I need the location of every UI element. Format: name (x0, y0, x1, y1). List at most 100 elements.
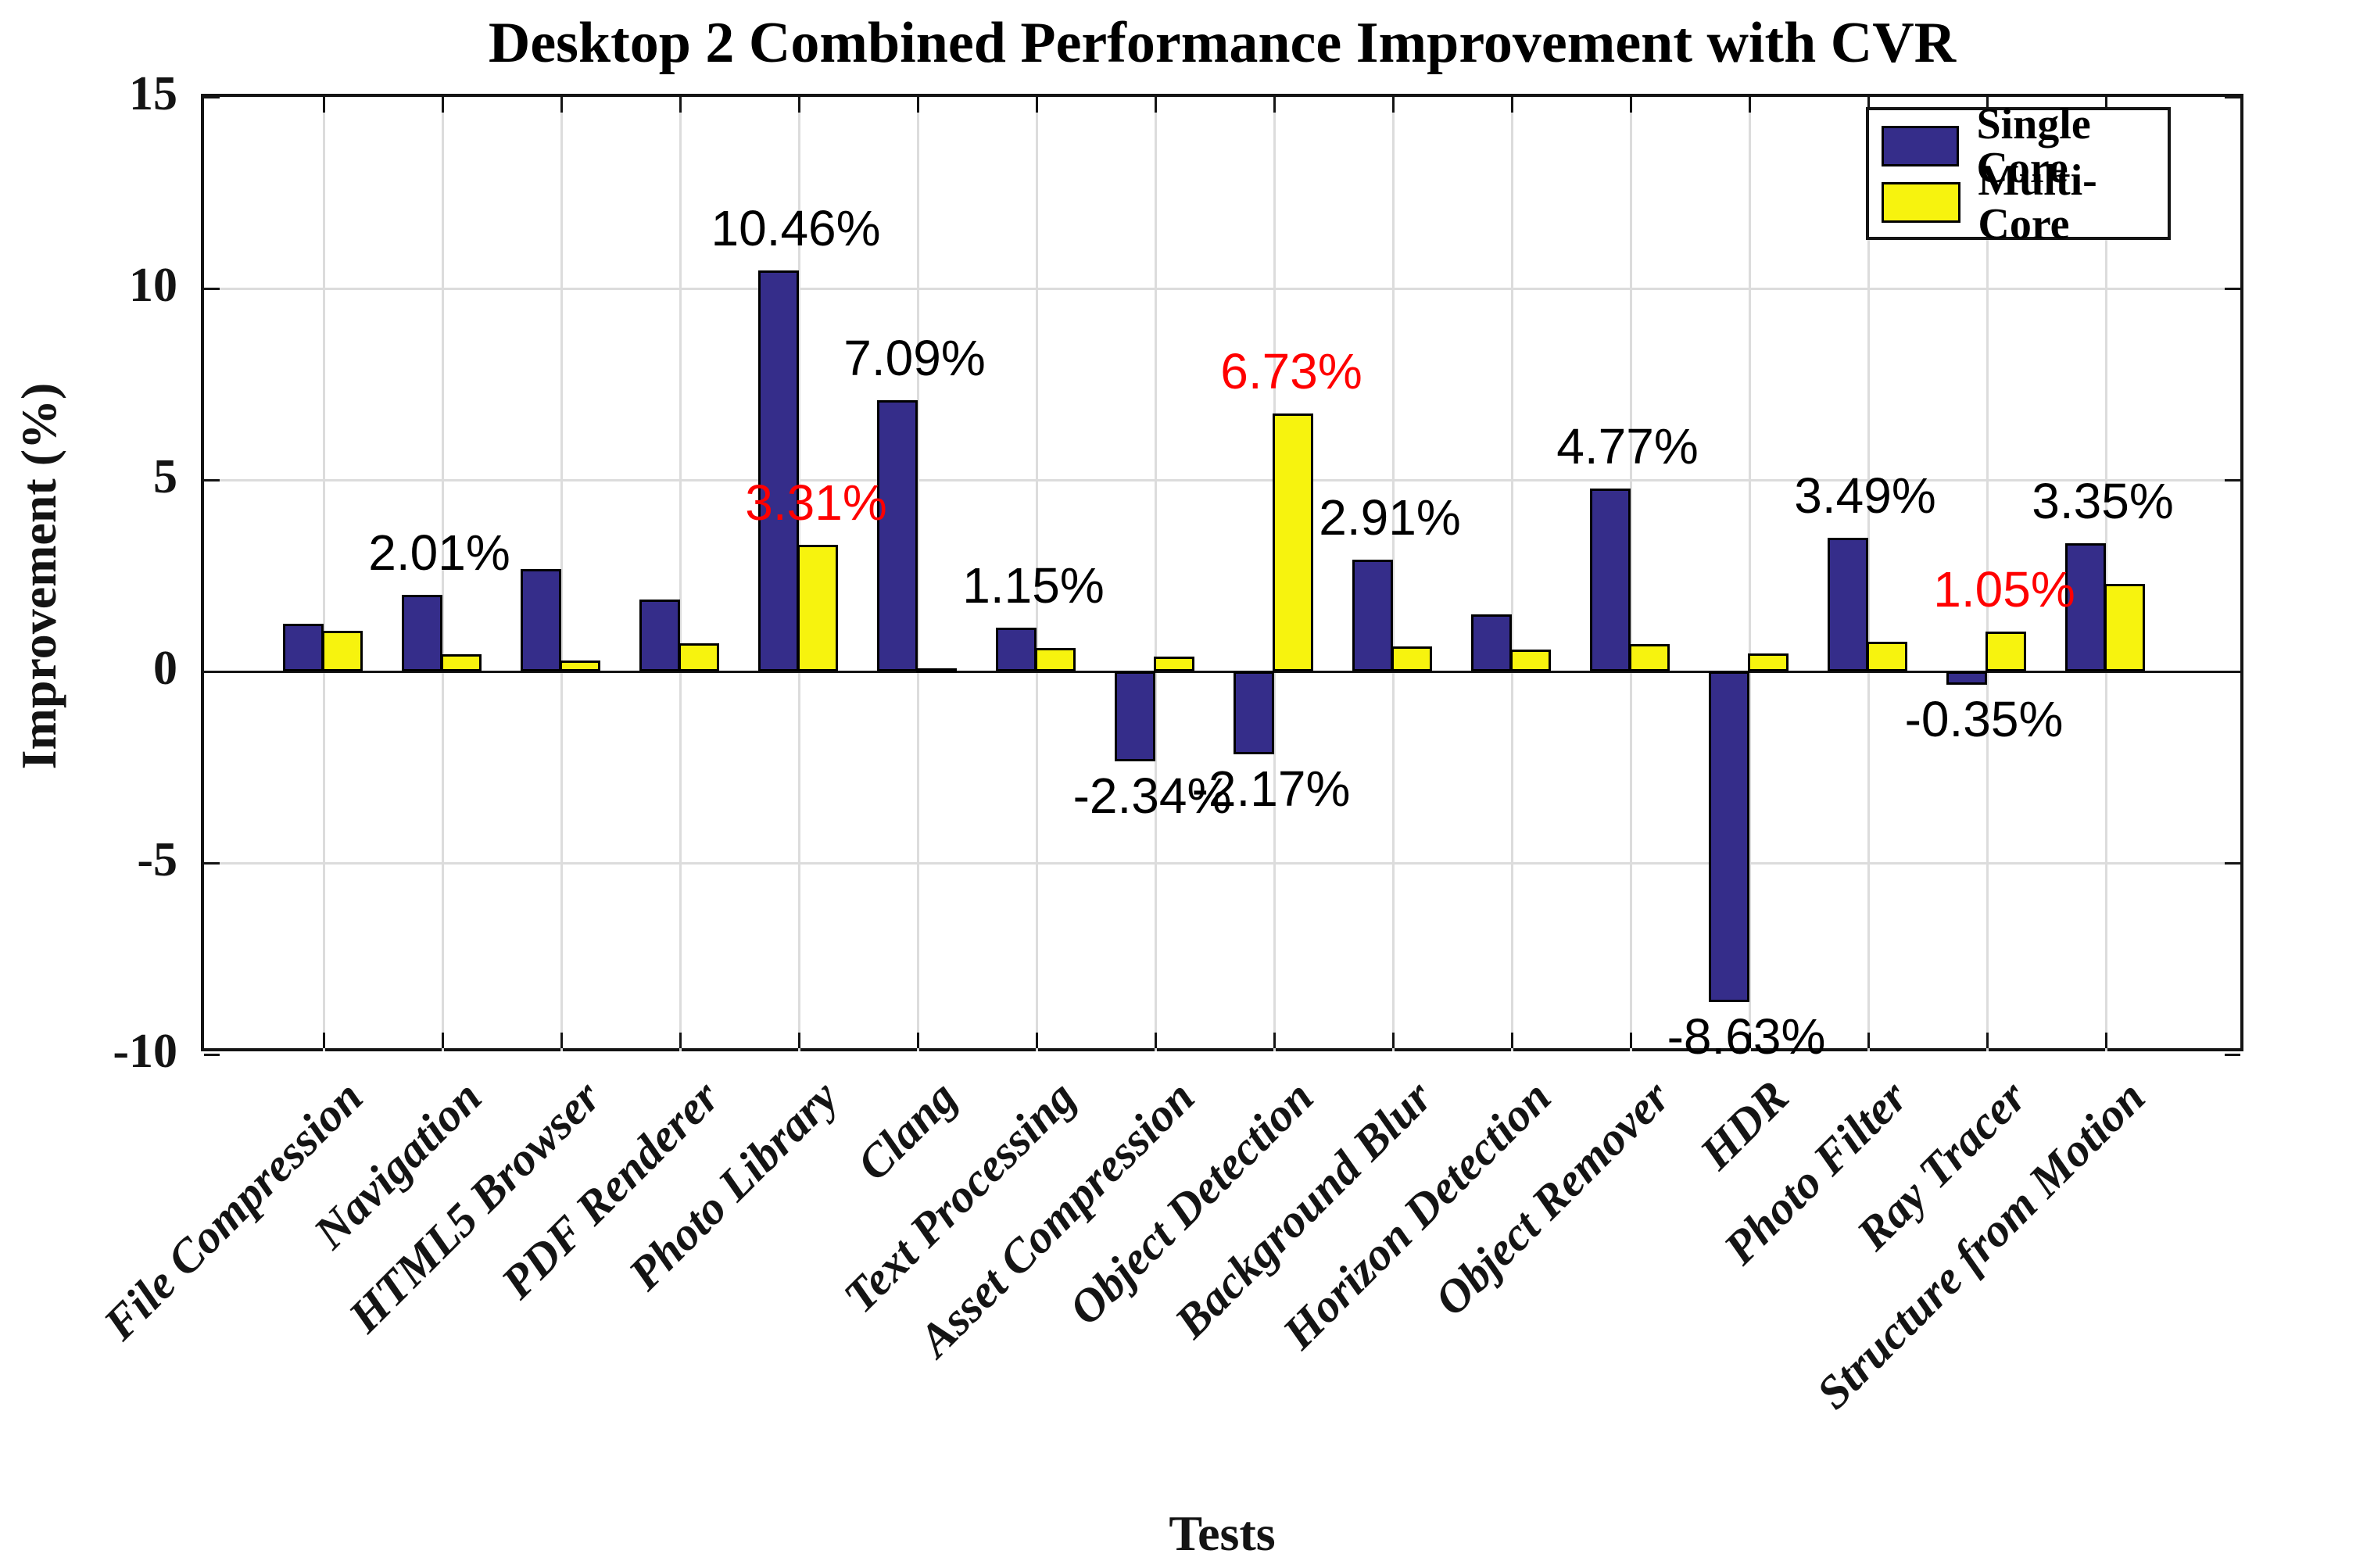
x-axis-tick-top (1155, 97, 1157, 113)
x-axis-tick (560, 1033, 563, 1048)
horizontal-gridline (204, 288, 2240, 290)
y-tick-label: 5 (153, 450, 177, 503)
bar-single-horizon-detection (1471, 614, 1512, 671)
value-label-single: 4.77% (1556, 418, 1699, 475)
y-axis-tick (204, 671, 220, 673)
x-axis-tick-top (1036, 97, 1038, 113)
bar-single-html5-browser (521, 568, 561, 671)
x-axis-tick-top (917, 97, 919, 113)
vertical-gridline (1155, 97, 1157, 1051)
y-axis-tick (204, 288, 220, 290)
y-axis-tick-right (2225, 862, 2240, 865)
bar-single-navigation (402, 594, 442, 671)
x-axis-tick-top (560, 97, 563, 113)
horizontal-gridline (204, 479, 2240, 481)
bar-single-photo-library (758, 270, 799, 671)
bar-single-photo-filter (1828, 537, 1868, 671)
vertical-gridline (1986, 97, 1989, 1051)
x-axis-tick-top (679, 97, 682, 113)
value-label-single: 10.46% (711, 200, 881, 257)
value-label-single: 1.15% (962, 557, 1105, 614)
bar-multi-asset-compression (1154, 657, 1194, 671)
bar-single-ray-tracer (1946, 671, 1987, 686)
y-tick-label: -10 (113, 1025, 177, 1078)
y-axis-tick-right (2225, 1054, 2240, 1056)
x-axis-tick (1273, 1033, 1276, 1048)
bar-multi-object-remover (1629, 643, 1670, 671)
x-axis-tick (679, 1033, 682, 1048)
bar-single-text-processing (996, 627, 1037, 671)
x-axis-tick-top (798, 97, 800, 113)
single-core-swatch (1882, 126, 1960, 166)
vertical-gridline (323, 97, 325, 1051)
bar-single-pdf-renderer (639, 599, 680, 671)
y-axis-tick (204, 479, 220, 481)
bar-multi-ray-tracer (1985, 631, 2026, 671)
y-axis-tick (204, 96, 220, 98)
x-axis-tick-top (442, 97, 444, 113)
bar-multi-object-detection (1273, 413, 1313, 671)
bar-multi-photo-filter (1867, 641, 1907, 671)
bar-multi-structure-from-motion (2104, 584, 2145, 671)
x-axis-tick (2105, 1033, 2107, 1048)
value-label-multi: 3.31% (745, 474, 887, 531)
bar-multi-horizon-detection (1510, 650, 1551, 671)
value-label-single: 3.49% (1794, 467, 1936, 524)
bar-single-object-remover (1590, 489, 1631, 671)
x-axis-tick-top (323, 97, 325, 113)
value-label-single: 7.09% (843, 329, 986, 386)
bar-multi-navigation (441, 653, 482, 671)
legend-item-single-core: Single Core (1882, 102, 2168, 190)
multi-core-swatch (1882, 182, 1961, 223)
vertical-gridline (1392, 97, 1395, 1051)
vertical-gridline (1749, 97, 1751, 1051)
vertical-gridline (1036, 97, 1038, 1051)
x-axis-tick-top (1392, 97, 1395, 113)
bar-multi-hdr (1748, 653, 1789, 671)
y-axis-tick (204, 1054, 220, 1056)
bar-multi-text-processing (1035, 648, 1076, 671)
x-axis-label: Tests (1169, 1505, 1276, 1561)
bar-multi-clang (916, 668, 957, 673)
y-tick-label: 15 (129, 67, 177, 120)
vertical-gridline (1867, 97, 1870, 1051)
bar-multi-photo-library (797, 544, 838, 671)
x-axis-tick (1986, 1033, 1989, 1048)
bar-multi-pdf-renderer (679, 643, 719, 671)
vertical-gridline (2105, 97, 2107, 1051)
value-label-single: 3.35% (2032, 472, 2174, 529)
legend: Single Core Multi-Core (1866, 102, 2171, 246)
bar-single-clang (877, 399, 918, 671)
vertical-gridline (917, 97, 919, 1051)
x-axis-tick-top (1630, 97, 1632, 113)
value-label-single: -2.34% (1072, 767, 1232, 824)
x-axis-tick (1630, 1033, 1632, 1048)
bar-single-file-compression (283, 623, 324, 671)
legend-label: Multi-Core (1978, 156, 2097, 249)
vertical-gridline (1511, 97, 1513, 1051)
plot-area (201, 94, 2243, 1056)
y-axis-tick-right (2225, 96, 2240, 98)
y-axis-tick-right (2225, 671, 2240, 673)
x-axis-tick (1511, 1033, 1513, 1048)
horizontal-gridline (204, 862, 2240, 865)
legend-label: Single Core (1976, 100, 2091, 192)
vertical-gridline (679, 97, 682, 1051)
vertical-gridline (442, 97, 444, 1051)
x-axis-tick-top (1749, 97, 1751, 113)
x-axis-tick (442, 1033, 444, 1048)
bar-single-hdr (1709, 671, 1749, 1002)
value-label-multi: 1.05% (1933, 560, 2075, 618)
x-axis-tick (1036, 1033, 1038, 1048)
y-tick-label: 0 (153, 642, 177, 695)
x-axis-tick-top (1867, 97, 1870, 113)
y-axis-tick-right (2225, 479, 2240, 481)
bar-multi-html5-browser (560, 660, 600, 671)
x-axis-tick (1392, 1033, 1395, 1048)
x-axis-tick (1155, 1033, 1157, 1048)
x-axis-tick-top (2105, 97, 2107, 113)
x-axis-tick-top (1511, 97, 1513, 113)
vertical-gridline (1630, 97, 1632, 1051)
legend-item-multi-core: Multi-Core (1882, 159, 2168, 246)
